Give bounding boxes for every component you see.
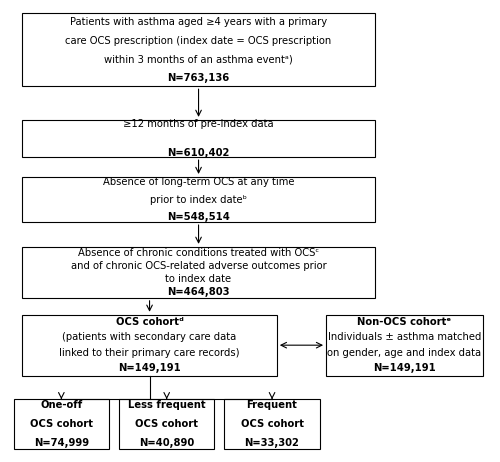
FancyBboxPatch shape [326, 315, 482, 376]
Text: N=548,514: N=548,514 [167, 212, 230, 222]
FancyBboxPatch shape [22, 13, 375, 86]
Text: care OCS prescription (index date = OCS prescription: care OCS prescription (index date = OCS … [66, 36, 332, 46]
Text: ≥12 months of pre-index data: ≥12 months of pre-index data [123, 119, 274, 129]
Text: N=40,890: N=40,890 [139, 438, 194, 448]
Text: and of chronic OCS-related adverse outcomes prior: and of chronic OCS-related adverse outco… [70, 261, 326, 271]
Text: OCS cohort: OCS cohort [135, 419, 198, 429]
FancyBboxPatch shape [22, 120, 375, 157]
Text: OCS cohortᵈ: OCS cohortᵈ [116, 317, 184, 327]
FancyBboxPatch shape [22, 247, 375, 298]
Text: N=610,402: N=610,402 [168, 148, 230, 158]
Text: N=33,302: N=33,302 [244, 438, 300, 448]
Text: One-off: One-off [40, 400, 82, 410]
FancyBboxPatch shape [119, 399, 214, 449]
Text: N=149,191: N=149,191 [373, 364, 436, 373]
Text: OCS cohort: OCS cohort [30, 419, 93, 429]
Text: N=763,136: N=763,136 [168, 73, 230, 83]
Text: on gender, age and index data: on gender, age and index data [328, 348, 482, 358]
Text: OCS cohort: OCS cohort [240, 419, 304, 429]
Text: within 3 months of an asthma eventᵃ): within 3 months of an asthma eventᵃ) [104, 54, 293, 64]
Text: Individuals ± asthma matched: Individuals ± asthma matched [328, 333, 481, 342]
Text: N=74,999: N=74,999 [34, 438, 89, 448]
Text: to index date: to index date [166, 274, 232, 284]
FancyBboxPatch shape [22, 177, 375, 222]
FancyBboxPatch shape [224, 399, 320, 449]
Text: N=464,803: N=464,803 [168, 287, 230, 297]
Text: Absence of long-term OCS at any time: Absence of long-term OCS at any time [103, 177, 294, 187]
Text: Less frequent: Less frequent [128, 400, 206, 410]
Text: Patients with asthma aged ≥4 years with a primary: Patients with asthma aged ≥4 years with … [70, 17, 327, 27]
Text: prior to index dateᵇ: prior to index dateᵇ [150, 195, 247, 205]
Text: Non-OCS cohortᵉ: Non-OCS cohortᵉ [358, 317, 452, 327]
Text: linked to their primary care records): linked to their primary care records) [60, 348, 240, 358]
FancyBboxPatch shape [22, 315, 277, 376]
Text: (patients with secondary care data: (patients with secondary care data [62, 333, 236, 342]
Text: N=149,191: N=149,191 [118, 364, 181, 373]
Text: Absence of chronic conditions treated with OCSᶜ: Absence of chronic conditions treated wi… [78, 248, 319, 258]
Text: Frequent: Frequent [246, 400, 298, 410]
FancyBboxPatch shape [14, 399, 109, 449]
